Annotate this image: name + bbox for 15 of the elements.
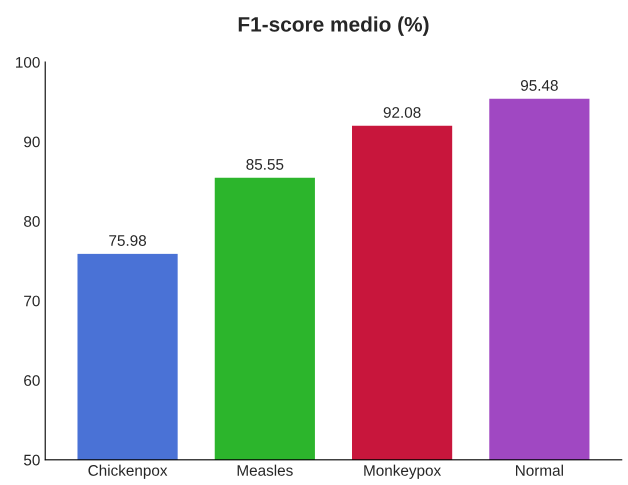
y-tick-label: 90 bbox=[24, 136, 40, 148]
y-tick-label: 70 bbox=[24, 296, 40, 306]
data-label: 75.98 bbox=[109, 235, 146, 246]
chart-title: F1-score medio (%) bbox=[238, 16, 429, 36]
y-tick-label: 60 bbox=[24, 375, 40, 386]
data-label: 92.08 bbox=[384, 107, 421, 118]
x-tick-label: Measles bbox=[238, 464, 293, 476]
y-tick-label: 100 bbox=[16, 56, 40, 68]
data-label: 95.48 bbox=[520, 80, 558, 91]
x-tick-label: Normal bbox=[516, 464, 563, 476]
y-tick-label: 80 bbox=[24, 216, 40, 227]
data-label: 85.55 bbox=[246, 159, 284, 170]
x-tick-label: Monkeypox bbox=[364, 464, 441, 479]
y-tick-label: 50 bbox=[24, 454, 40, 466]
x-tick-label: Chickenpox bbox=[88, 464, 168, 479]
